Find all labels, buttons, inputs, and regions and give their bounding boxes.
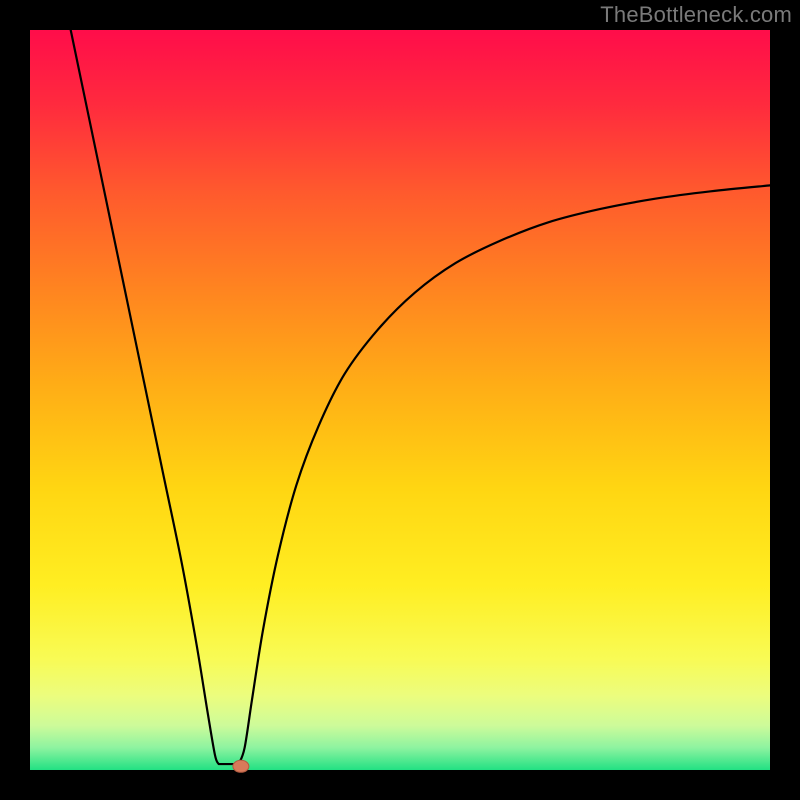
plot-background	[30, 30, 770, 770]
bottleneck-chart	[0, 0, 800, 800]
vertex-marker	[233, 760, 249, 772]
watermark-text: TheBottleneck.com	[600, 2, 792, 28]
